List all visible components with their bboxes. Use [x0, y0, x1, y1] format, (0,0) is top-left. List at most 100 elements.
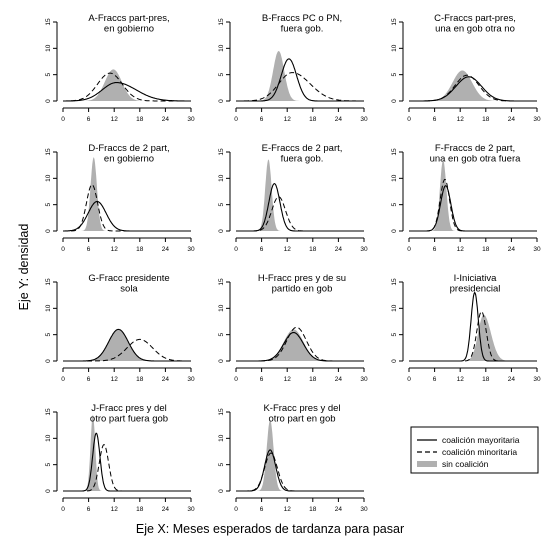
x-tick-label: 24	[508, 246, 516, 253]
x-tick-label: 24	[162, 376, 170, 383]
x-tick-label: 24	[162, 506, 170, 513]
x-tick-label: 0	[61, 376, 65, 383]
panel-title-line: F-Fraccs de 2 part,	[435, 143, 515, 154]
panel-title-line: K-Fracc pres y del	[263, 403, 340, 414]
series-mayoritaria-line	[409, 76, 537, 102]
x-tick-label: 0	[61, 246, 65, 253]
series-sin-area	[409, 314, 537, 361]
y-axis-title: Eje Y: densidad	[17, 224, 31, 311]
panel-title-line: otro part fuera gob	[90, 414, 168, 425]
y-tick-label: 0	[391, 359, 398, 363]
x-tick-label: 24	[335, 246, 343, 253]
x-tick-label: 6	[260, 246, 264, 253]
panel-title-line: sola	[120, 284, 138, 295]
y-tick-label: 0	[45, 99, 52, 103]
y-tick-label: 10	[45, 174, 52, 182]
y-tick-label: 5	[218, 203, 225, 207]
y-tick-label: 5	[45, 203, 52, 207]
x-tick-label: 0	[61, 116, 65, 123]
series-mayoritaria-line	[63, 432, 191, 492]
y-tick-label: 10	[45, 304, 52, 312]
series-mayoritaria-line	[63, 200, 191, 232]
x-tick-label: 0	[407, 246, 411, 253]
x-tick-label: 12	[284, 246, 292, 253]
x-tick-label: 0	[234, 116, 238, 123]
x-tick-label: 12	[457, 246, 465, 253]
series-sin-area	[236, 419, 364, 491]
x-tick-label: 18	[309, 506, 317, 513]
panel-title-line: I-Iniciativa	[454, 273, 497, 284]
panel-title-line: otro part en gob	[268, 414, 335, 425]
x-tick-label: 18	[309, 246, 317, 253]
x-tick-label: 30	[360, 116, 368, 123]
y-tick-label: 10	[218, 434, 225, 442]
x-tick-label: 6	[87, 506, 91, 513]
y-tick-label: 0	[218, 229, 225, 233]
x-tick-label: 0	[234, 506, 238, 513]
y-tick-label: 5	[45, 73, 52, 77]
y-tick-label: 15	[391, 278, 398, 286]
y-tick-label: 15	[45, 148, 52, 156]
y-tick-label: 10	[45, 44, 52, 52]
series-minoritaria-line	[63, 444, 191, 492]
y-tick-label: 15	[391, 18, 398, 26]
x-tick-label: 18	[136, 116, 144, 123]
legend: coalición mayoritaria coalición minorita…	[410, 426, 539, 474]
x-tick-label: 24	[335, 376, 343, 383]
panel-title-line: B-Fraccs PC o PN,	[262, 13, 342, 24]
panel-title-line: fuera gob.	[281, 24, 324, 35]
panel-title-line: E-Fraccs de 2 part,	[262, 143, 343, 154]
series-minoritaria-line	[236, 72, 364, 102]
x-tick-label: 0	[234, 376, 238, 383]
x-tick-label: 12	[284, 506, 292, 513]
series-sin-area	[63, 157, 191, 231]
x-tick-label: 24	[508, 376, 516, 383]
y-tick-label: 5	[45, 463, 52, 467]
x-tick-label: 6	[260, 116, 264, 123]
x-tick-label: 6	[87, 116, 91, 123]
panel-title-line: fuera gob.	[281, 154, 324, 165]
series-mayoritaria-line	[409, 185, 537, 232]
y-tick-label: 15	[218, 278, 225, 286]
panel-5: 0 5 10 15 0 6 12 18 24 30 F-Fraccs de 2 part,una e…	[391, 143, 541, 253]
panel-title-line: A-Fraccs part-pres,	[88, 13, 169, 24]
panel-4: 0 5 10 15 0 6 12 18 24 30 E-Fraccs de 2 part,fuera…	[218, 143, 368, 253]
x-tick-label: 30	[533, 246, 541, 253]
x-tick-label: 24	[335, 506, 343, 513]
x-tick-label: 0	[407, 116, 411, 123]
panel-1: 0 5 10 15 0 6 12 18 24 30 B-Fraccs PC o PN,fuera g…	[218, 13, 368, 123]
y-tick-label: 0	[218, 99, 225, 103]
legend-swatch-sin	[417, 461, 437, 467]
series-sin-area	[236, 329, 364, 361]
panel-title-line: H-Fracc pres y de su	[258, 273, 346, 284]
y-tick-label: 5	[391, 203, 398, 207]
x-tick-label: 30	[360, 376, 368, 383]
series-sin-area	[409, 70, 537, 101]
panel-title-line: en gobierno	[104, 154, 154, 165]
x-tick-label: 0	[61, 506, 65, 513]
y-tick-label: 0	[45, 229, 52, 233]
x-tick-label: 24	[335, 116, 343, 123]
y-tick-label: 5	[45, 333, 52, 337]
y-tick-label: 0	[45, 359, 52, 363]
x-tick-label: 30	[533, 376, 541, 383]
y-tick-label: 0	[218, 489, 225, 493]
x-tick-label: 18	[136, 506, 144, 513]
y-tick-label: 0	[218, 359, 225, 363]
y-tick-label: 5	[391, 333, 398, 337]
y-tick-label: 10	[391, 44, 398, 52]
x-tick-label: 12	[457, 376, 465, 383]
y-tick-label: 10	[218, 44, 225, 52]
x-tick-label: 30	[187, 506, 195, 513]
series-minoritaria-line	[236, 196, 364, 232]
x-tick-label: 30	[533, 116, 541, 123]
y-tick-label: 5	[218, 463, 225, 467]
panel-title-line: en gobierno	[104, 24, 154, 35]
x-tick-label: 18	[136, 376, 144, 383]
y-tick-label: 0	[391, 99, 398, 103]
series-minoritaria-line	[409, 178, 537, 232]
